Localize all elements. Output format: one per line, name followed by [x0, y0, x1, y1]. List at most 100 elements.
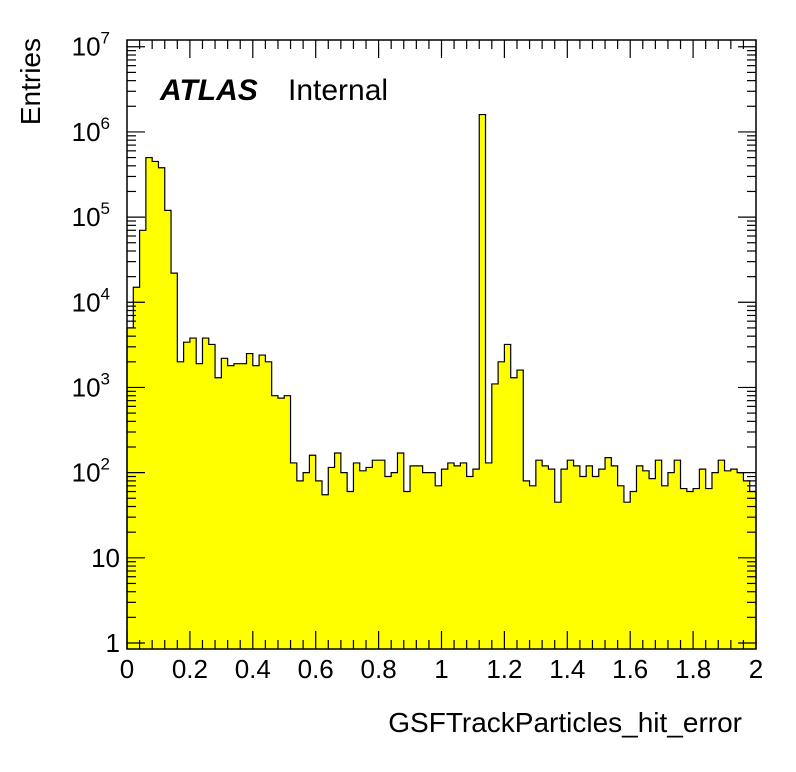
y-axis-title: Entries: [15, 38, 46, 125]
y-tick-label: 1: [106, 628, 120, 658]
histogram-bin: [328, 467, 335, 649]
histogram-bin: [208, 344, 216, 649]
histogram-bin: [561, 469, 568, 649]
histogram-bin: [749, 491, 757, 649]
histogram-bin: [649, 478, 656, 649]
histogram-bin: [271, 395, 279, 649]
histogram-bin: [491, 383, 499, 649]
histogram-bin: [397, 453, 405, 649]
x-tick-label: 2: [749, 654, 763, 684]
histogram-bin: [724, 470, 732, 649]
histogram-bin: [133, 287, 140, 649]
histogram-bin: [233, 363, 241, 649]
histogram-bin: [296, 480, 304, 649]
atlas-label: ATLAS: [159, 74, 258, 107]
y-tick-label: 107: [72, 29, 110, 62]
histogram-bin: [259, 355, 266, 649]
histogram-bin: [579, 476, 587, 649]
histogram-bin: [359, 470, 367, 649]
histogram-bin: [630, 491, 637, 649]
histogram-bin: [693, 488, 700, 649]
histogram-bin: [718, 460, 725, 649]
histogram-bin: [573, 465, 581, 649]
histogram-bin: [152, 161, 159, 649]
x-tick-labels: 0 0.2 0.4 0.6 0.8 1 1.2 1.4 1.6 1.8 2: [120, 654, 763, 684]
histogram-bin: [542, 465, 549, 649]
histogram-bin: [340, 472, 348, 649]
y-tick-label: 106: [72, 114, 110, 147]
histogram-bin: [202, 338, 210, 649]
histogram-bin: [737, 472, 744, 649]
histogram-bin: [183, 342, 191, 649]
histogram-bin: [347, 491, 354, 649]
histogram-bin: [309, 455, 317, 649]
histogram-bin: [290, 462, 298, 649]
histogram-bin: [447, 462, 455, 649]
histogram-bin: [246, 353, 254, 649]
histogram-bin: [410, 465, 417, 649]
histogram-bin: [454, 465, 461, 649]
histogram-bin: [567, 460, 574, 649]
histogram-bin: [403, 491, 411, 649]
histogram-bin: [171, 273, 178, 649]
x-tick-label: 1.4: [549, 654, 585, 684]
histogram-bin: [265, 361, 273, 649]
histogram-bin: [661, 485, 669, 649]
histogram-bin: [605, 457, 612, 649]
x-tick-label: 0.8: [361, 654, 397, 684]
histogram-bin: [277, 398, 285, 649]
histogram-bin: [196, 363, 203, 649]
histogram-bin: [127, 327, 134, 649]
histogram-bin: [642, 470, 650, 649]
histogram-bin: [416, 465, 424, 649]
plot-frame: [126, 39, 757, 650]
histogram-bin: [428, 472, 436, 649]
x-tick-label: 0.2: [172, 654, 208, 684]
histogram-bin: [592, 476, 600, 649]
histogram-bin: [215, 377, 222, 649]
x-tick-label: 1.6: [612, 654, 648, 684]
histogram-bin: [504, 344, 512, 649]
histogram-bin: [680, 488, 688, 649]
histogram-bin: [334, 453, 342, 649]
histogram-bin: [378, 460, 386, 649]
histogram-bin: [655, 460, 663, 649]
histogram-bin: [498, 361, 505, 649]
histogram-bin: [441, 469, 449, 649]
histogram-bin: [598, 469, 606, 649]
histogram-bin: [743, 480, 751, 649]
x-axis-title: GSFTrackParticles_hit_error: [388, 707, 742, 738]
histogram-bin: [730, 469, 738, 649]
histogram-bin: [422, 472, 430, 649]
histogram-bin: [466, 476, 474, 649]
histogram-bin: [485, 462, 493, 649]
histogram-bin: [617, 485, 625, 649]
histogram-bin: [353, 462, 361, 649]
histogram-bin: [435, 485, 442, 649]
histogram-bin: [548, 469, 556, 649]
y-tick-label: 10: [91, 543, 120, 573]
y-tick-label: 105: [72, 199, 110, 232]
histogram-bin: [391, 472, 398, 649]
histogram-bin: [227, 365, 235, 649]
histogram-bin: [372, 460, 379, 649]
histogram-bin: [472, 469, 480, 649]
x-tick-label: 0.4: [235, 654, 271, 684]
histogram-bin: [636, 465, 644, 649]
histogram-bin: [479, 114, 486, 650]
y-tick-label: 103: [72, 369, 110, 402]
x-tick-label: 0.6: [298, 654, 334, 684]
histogram-bin: [158, 167, 166, 649]
x-tick-label: 1: [434, 654, 448, 684]
histogram-bin: [177, 361, 185, 649]
y-tick-labels: 1 10 102 103 104 105 106 107: [72, 29, 120, 658]
histogram-bin: [252, 365, 260, 649]
histogram-bin: [303, 472, 310, 649]
histogram-bin: [510, 377, 518, 649]
histogram-bin: [711, 472, 719, 649]
y-tick-label: 102: [72, 455, 110, 488]
histogram-bin: [284, 395, 291, 649]
histogram-bin: [516, 370, 524, 649]
histogram-outline: [126, 113, 757, 649]
